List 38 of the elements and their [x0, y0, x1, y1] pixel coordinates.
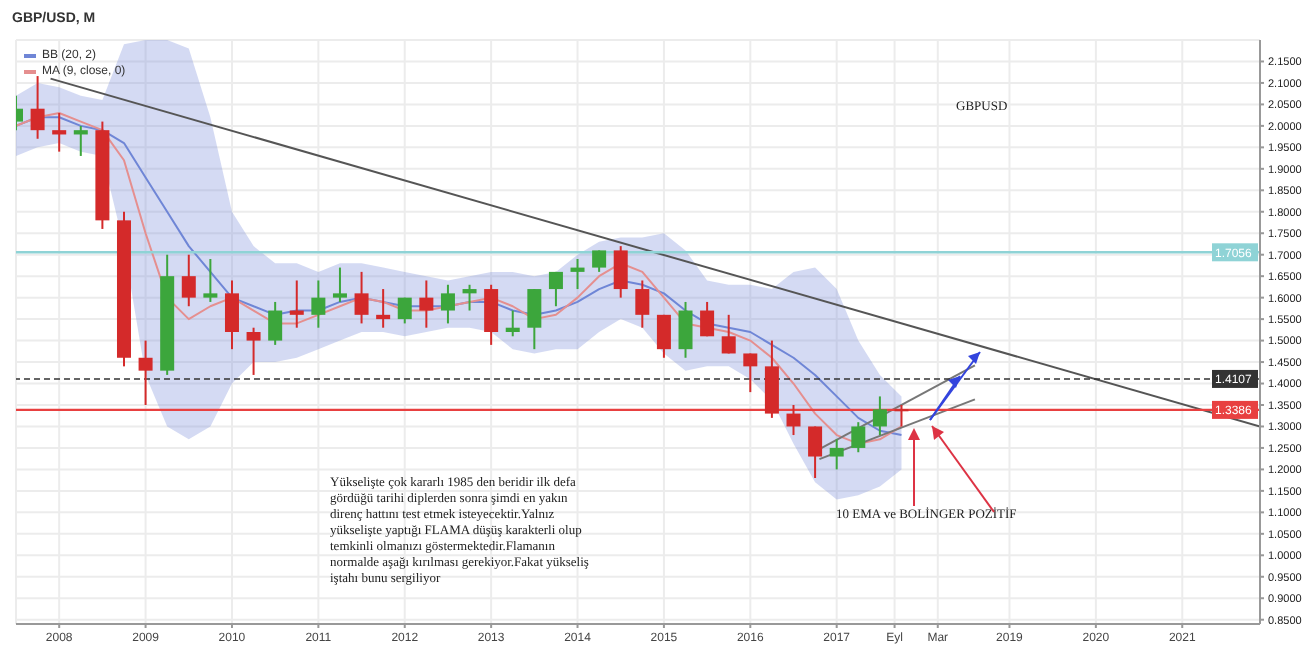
candlestick: [181, 253, 196, 308]
candlestick: [764, 339, 779, 419]
candlestick: [138, 339, 153, 406]
candlestick: [592, 249, 607, 273]
candlestick: [548, 270, 563, 308]
candlestick: [894, 404, 909, 428]
candlestick: [613, 245, 628, 299]
candlestick: [73, 124, 88, 157]
candlestick: [224, 279, 239, 351]
candlestick: [289, 279, 304, 329]
candlestick: [52, 112, 67, 153]
candlestick: [678, 300, 693, 359]
candlestick: [808, 425, 823, 479]
candlestick: [851, 421, 866, 454]
candlestick: [484, 283, 499, 346]
candlestick: [440, 283, 455, 325]
candlestick: [462, 283, 477, 312]
candlestick: [203, 258, 218, 303]
candlestick: [332, 266, 347, 303]
candlestick: [30, 75, 45, 140]
candlestick: [786, 404, 801, 437]
candlestick: [246, 326, 261, 376]
candlestick: [397, 296, 412, 325]
candlestick: [700, 300, 715, 338]
candlestick: [505, 309, 520, 338]
candlestick: [527, 288, 542, 351]
candlestick: [311, 279, 326, 329]
candlestick: [376, 288, 391, 329]
candlestick: [354, 270, 369, 325]
candlestick: [419, 279, 434, 329]
candlestick: [829, 438, 844, 471]
candlestick: [872, 395, 887, 437]
candlestick: [656, 313, 671, 359]
candlestick: [268, 300, 283, 346]
candlestick: [570, 258, 585, 291]
candlestick: [635, 279, 650, 329]
candlestick: [743, 352, 758, 394]
candlestick: [721, 313, 736, 355]
